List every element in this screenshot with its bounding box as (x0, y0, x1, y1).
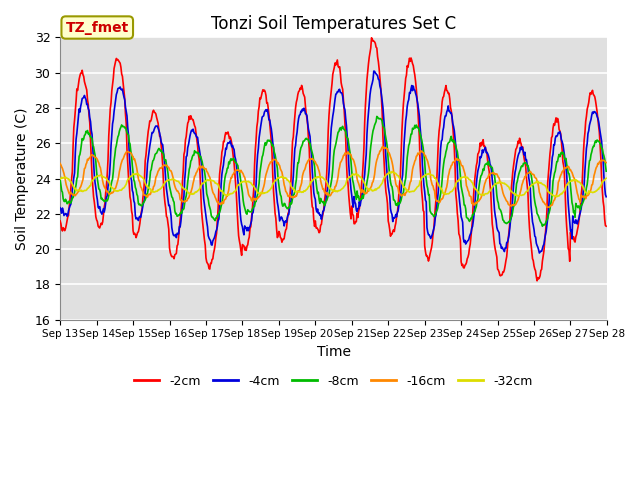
X-axis label: Time: Time (317, 345, 351, 359)
Y-axis label: Soil Temperature (C): Soil Temperature (C) (15, 108, 29, 250)
Text: TZ_fmet: TZ_fmet (66, 21, 129, 35)
Title: Tonzi Soil Temperatures Set C: Tonzi Soil Temperatures Set C (211, 15, 456, 33)
Legend: -2cm, -4cm, -8cm, -16cm, -32cm: -2cm, -4cm, -8cm, -16cm, -32cm (129, 370, 538, 393)
